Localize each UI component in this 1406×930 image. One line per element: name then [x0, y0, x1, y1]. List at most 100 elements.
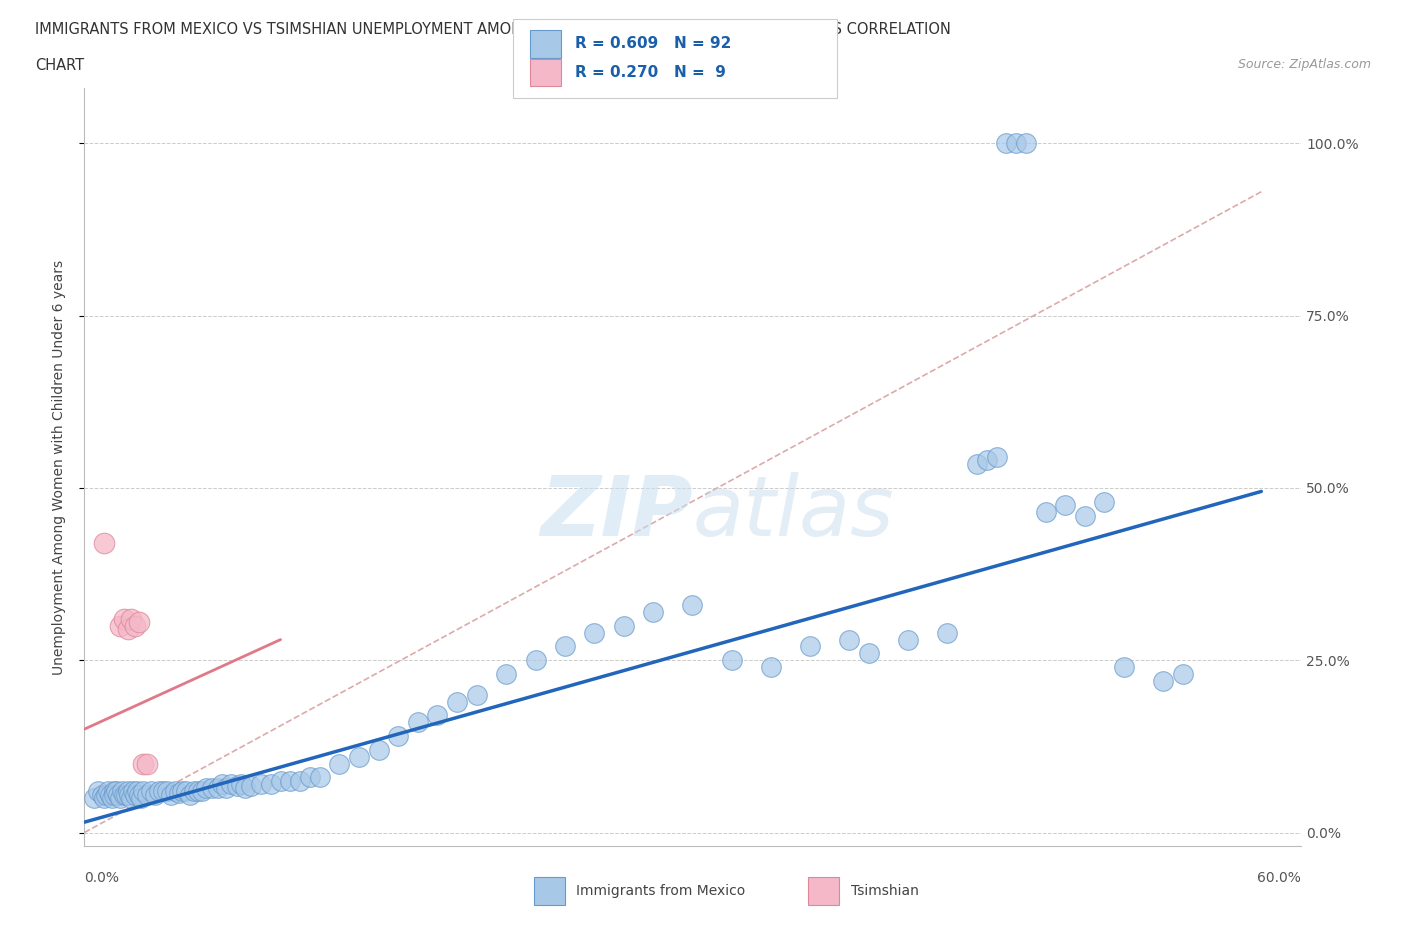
- Point: [240, 778, 263, 793]
- Text: 0.0%: 0.0%: [84, 870, 120, 884]
- Point: [643, 604, 665, 619]
- Point: [328, 756, 350, 771]
- Text: IMMIGRANTS FROM MEXICO VS TSIMSHIAN UNEMPLOYMENT AMONG WOMEN WITH CHILDREN UNDER: IMMIGRANTS FROM MEXICO VS TSIMSHIAN UNEM…: [35, 22, 950, 37]
- Point: [152, 784, 174, 799]
- Point: [163, 784, 186, 799]
- Text: Source: ZipAtlas.com: Source: ZipAtlas.com: [1237, 58, 1371, 71]
- Point: [554, 639, 576, 654]
- Point: [112, 612, 135, 627]
- Point: [495, 667, 517, 682]
- Point: [897, 632, 920, 647]
- Point: [288, 774, 311, 789]
- Point: [87, 784, 110, 799]
- Point: [103, 787, 125, 802]
- Point: [250, 777, 273, 791]
- Point: [233, 780, 256, 795]
- Point: [93, 536, 115, 551]
- Point: [114, 787, 136, 802]
- Point: [118, 787, 141, 802]
- Point: [176, 784, 198, 799]
- Point: [406, 715, 429, 730]
- Point: [426, 708, 449, 723]
- Point: [108, 618, 131, 633]
- Text: R = 0.609   N = 92: R = 0.609 N = 92: [575, 36, 731, 51]
- Point: [583, 625, 606, 640]
- Point: [298, 770, 321, 785]
- Point: [91, 787, 114, 802]
- Point: [195, 780, 218, 795]
- Point: [136, 787, 159, 802]
- Point: [1112, 659, 1135, 674]
- Text: R = 0.270   N =  9: R = 0.270 N = 9: [575, 65, 725, 80]
- Point: [179, 787, 201, 802]
- Point: [260, 777, 283, 791]
- Point: [976, 453, 998, 468]
- Point: [167, 785, 190, 800]
- Point: [136, 756, 159, 771]
- Point: [187, 784, 209, 799]
- Point: [117, 784, 139, 799]
- Point: [111, 784, 134, 799]
- Point: [682, 598, 704, 613]
- Point: [270, 774, 292, 789]
- Point: [191, 784, 214, 799]
- Point: [117, 622, 139, 637]
- Point: [94, 787, 117, 802]
- Point: [278, 774, 301, 789]
- Point: [1074, 508, 1097, 523]
- Point: [107, 787, 129, 802]
- Point: [308, 770, 330, 785]
- Point: [124, 618, 146, 633]
- Point: [936, 625, 959, 640]
- Point: [231, 777, 253, 791]
- Point: [201, 780, 224, 795]
- Point: [858, 646, 880, 661]
- Point: [128, 615, 150, 630]
- Point: [120, 612, 142, 627]
- Point: [132, 756, 155, 771]
- Point: [1092, 495, 1115, 510]
- Point: [347, 750, 370, 764]
- Point: [112, 787, 135, 802]
- Point: [1015, 136, 1038, 151]
- Point: [108, 790, 131, 805]
- Point: [995, 136, 1018, 151]
- Point: [211, 777, 233, 791]
- Point: [101, 790, 124, 805]
- Point: [226, 778, 249, 793]
- Point: [139, 784, 162, 799]
- Point: [367, 742, 389, 757]
- Text: Immigrants from Mexico: Immigrants from Mexico: [576, 884, 745, 898]
- Point: [387, 728, 409, 743]
- Point: [98, 787, 121, 802]
- Point: [156, 784, 179, 799]
- Point: [129, 790, 152, 805]
- Text: CHART: CHART: [35, 58, 84, 73]
- Point: [214, 780, 236, 795]
- Point: [97, 784, 120, 799]
- Point: [465, 687, 488, 702]
- Point: [103, 784, 125, 799]
- Text: Tsimshian: Tsimshian: [851, 884, 918, 898]
- Point: [104, 784, 127, 799]
- Y-axis label: Unemployment Among Women with Children Under 6 years: Unemployment Among Women with Children U…: [52, 259, 66, 675]
- Point: [143, 787, 166, 802]
- Point: [124, 787, 146, 802]
- Point: [159, 787, 181, 802]
- Point: [132, 784, 155, 799]
- Point: [759, 659, 782, 674]
- Point: [128, 787, 150, 802]
- Text: atlas: atlas: [693, 472, 894, 553]
- Point: [613, 618, 636, 633]
- Point: [838, 632, 860, 647]
- Point: [148, 784, 170, 799]
- Point: [1171, 667, 1194, 682]
- Point: [93, 790, 115, 805]
- Point: [1054, 498, 1077, 512]
- Point: [83, 790, 105, 805]
- Point: [183, 784, 205, 799]
- Point: [207, 780, 229, 795]
- Point: [1005, 136, 1028, 151]
- Point: [446, 694, 468, 709]
- Point: [122, 784, 145, 799]
